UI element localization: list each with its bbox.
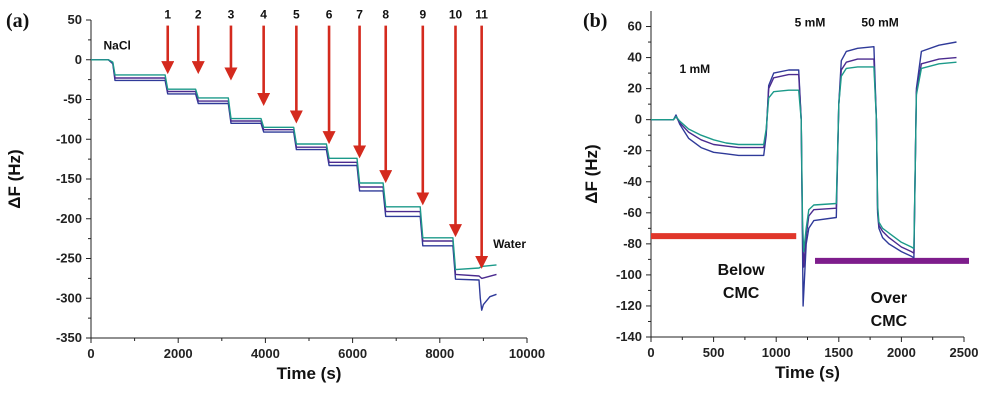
x-tick-label-a: 10000 (509, 346, 545, 361)
x-tick-label-b: 0 (647, 345, 654, 360)
x-tick-label-a: 2000 (164, 346, 193, 361)
y-tick-label-b: 20 (628, 81, 642, 96)
y-axis-label-b: ΔF (Hz) (582, 144, 601, 203)
y-tick-label-a: 50 (68, 12, 82, 27)
annotation-b: CMC (871, 313, 908, 330)
y-tick-label-b: -60 (623, 205, 642, 220)
y-tick-label-a: -300 (56, 290, 82, 305)
injection-arrow-label: 5 (293, 8, 300, 22)
x-tick-label-a: 8000 (425, 346, 454, 361)
x-tick-label-b: 1500 (824, 345, 853, 360)
injection-arrow-label: 11 (475, 8, 488, 22)
annotation-b: 50 mM (861, 16, 898, 30)
series-line-a-0 (91, 59, 497, 311)
y-tick-label-b: 40 (628, 50, 642, 65)
x-tick-label-a: 6000 (338, 346, 367, 361)
y-tick-label-a: -100 (56, 131, 82, 146)
panel-label-b: (b) (583, 10, 607, 32)
y-tick-label-a: -250 (56, 251, 82, 266)
y-axis-label-a: ΔF (Hz) (5, 149, 24, 208)
series-line-b-0 (651, 41, 957, 307)
series-line-b-2 (651, 61, 957, 253)
y-tick-label-a: 0 (75, 52, 82, 67)
x-tick-label-a: 4000 (251, 346, 280, 361)
annotation-a: Water (493, 237, 526, 251)
annotation-b: 1 mM (679, 62, 710, 76)
y-tick-label-b: 60 (628, 19, 642, 34)
y-tick-label-b: -40 (623, 174, 642, 189)
injection-arrow-label: 8 (382, 8, 389, 22)
injection-arrow-label: 3 (228, 8, 235, 22)
y-tick-label-b: -20 (623, 143, 642, 158)
series-line-a-2 (91, 59, 497, 271)
injection-arrow-label: 9 (419, 8, 426, 22)
injection-arrow-label: 2 (195, 8, 202, 22)
injection-arrow-label: 4 (260, 8, 267, 22)
injection-arrow-label: 6 (326, 8, 333, 22)
x-axis-label-a: Time (s) (277, 364, 342, 383)
y-tick-label-b: 0 (635, 112, 642, 127)
x-tick-label-b: 2000 (887, 345, 916, 360)
injection-arrow-label: 10 (449, 8, 463, 22)
annotation-a: NaCl (103, 38, 130, 52)
y-tick-label-b: -120 (616, 298, 642, 313)
annotation-b: CMC (723, 285, 760, 302)
panel-label-a: (a) (6, 10, 29, 32)
injection-arrow-label: 7 (356, 8, 363, 22)
y-tick-label-a: -350 (56, 330, 82, 345)
x-tick-label-b: 2500 (950, 345, 979, 360)
x-tick-label-b: 500 (703, 345, 725, 360)
y-tick-label-a: -200 (56, 211, 82, 226)
annotation-b: Below (718, 262, 766, 279)
y-tick-label-b: -140 (616, 329, 642, 344)
annotation-b: Over (871, 290, 907, 307)
x-tick-label-a: 0 (87, 346, 94, 361)
series-line-b-1 (651, 56, 957, 268)
y-tick-label-b: -100 (616, 267, 642, 282)
injection-arrow-label: 1 (164, 8, 171, 22)
y-tick-label-a: -150 (56, 171, 82, 186)
y-tick-label-b: -80 (623, 236, 642, 251)
x-tick-label-b: 1000 (762, 345, 791, 360)
x-axis-label-b: Time (s) (775, 363, 840, 382)
y-tick-label-a: -50 (63, 92, 82, 107)
annotation-b: 5 mM (795, 16, 826, 30)
